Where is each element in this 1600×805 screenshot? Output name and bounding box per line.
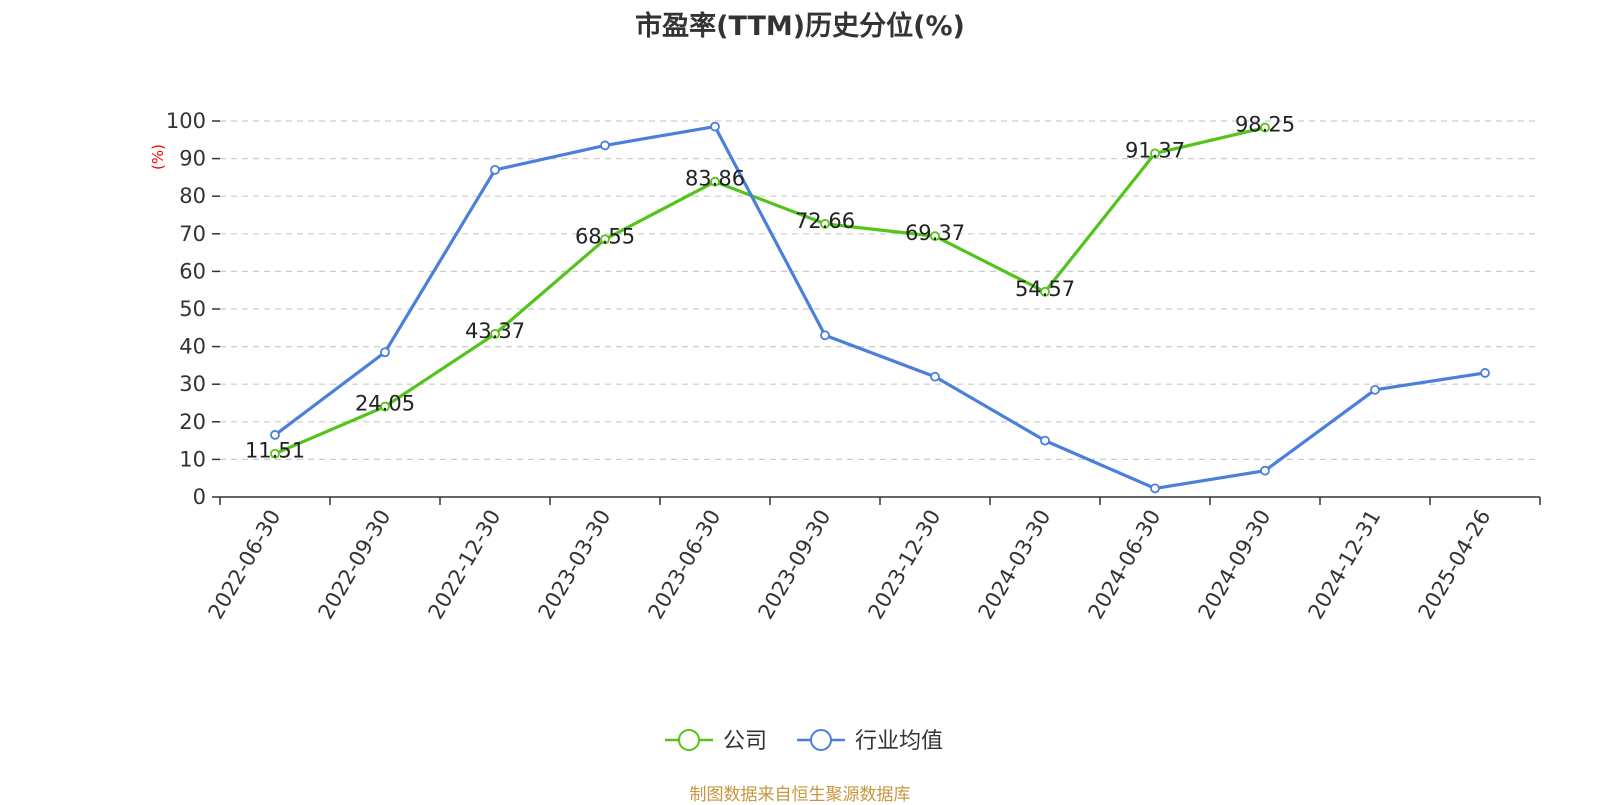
- data-label: 91.37: [1125, 138, 1185, 162]
- y-axis-label: (%): [149, 144, 167, 170]
- x-tick-label: 2023-12-30: [864, 506, 946, 624]
- x-tick-label: 2022-12-30: [424, 506, 506, 624]
- x-tick-label: 2024-03-30: [974, 506, 1056, 624]
- data-point: [820, 218, 830, 229]
- y-tick-label: 20: [179, 410, 206, 434]
- x-tick-label: 2022-09-30: [314, 506, 396, 624]
- data-point: [1370, 384, 1380, 395]
- grid-lines: [220, 120, 1540, 460]
- y-tick-label: 90: [179, 147, 206, 171]
- series-line-0: [274, 126, 1266, 456]
- legend-item-0: 公司: [665, 729, 767, 754]
- data-point: [1040, 435, 1050, 446]
- x-tick-label: 2024-09-30: [1194, 506, 1276, 624]
- series-line-1: [274, 125, 1486, 490]
- x-tick-label: 2023-09-30: [754, 506, 836, 624]
- data-label: 72.66: [795, 209, 855, 233]
- data-point: [710, 176, 720, 187]
- data-label: 54.57: [1015, 277, 1075, 301]
- x-axis: 2022-06-30 2022-09-30 2022-12-30 2023-03-30…: [204, 496, 1541, 624]
- data-label: 24.05: [355, 392, 415, 416]
- legend-marker: [810, 729, 832, 751]
- data-labels: 11.51 24.05 43.37 68.55 83.86 72.66 69.37 54.57…: [245, 113, 1295, 463]
- data-point: [380, 347, 390, 358]
- x-tick-label: 2023-06-30: [644, 506, 726, 624]
- data-label: 83.86: [685, 167, 745, 191]
- chart-title: 市盈率(TTM)历史分位(%): [635, 11, 965, 42]
- data-point: [930, 371, 940, 382]
- data-label: 11.51: [245, 439, 305, 463]
- data-label: 68.55: [575, 224, 635, 248]
- legend-label: 行业均值: [855, 729, 943, 754]
- data-point: [270, 430, 280, 440]
- y-tick-label: 60: [179, 259, 206, 283]
- x-tick-label: 2022-06-30: [204, 506, 286, 624]
- legend: 公司 行业均值: [665, 729, 943, 754]
- y-tick-label: 70: [179, 222, 206, 246]
- y-tick-label: 30: [179, 372, 206, 396]
- y-tick-label: 80: [179, 184, 206, 208]
- data-label: 98.25: [1235, 113, 1295, 137]
- data-point: [600, 140, 610, 151]
- x-tick-label: 2024-06-30: [1084, 506, 1166, 624]
- legend-label: 公司: [723, 729, 767, 754]
- y-axis-ticks: 0 10 20 30 40 50 60 70 80 90 100: [166, 109, 220, 509]
- data-point: [380, 401, 390, 412]
- data-point: [1040, 286, 1050, 297]
- data-point: [820, 330, 830, 341]
- data-point: [490, 329, 500, 339]
- y-tick-label: 10: [179, 447, 206, 471]
- data-point: [490, 164, 500, 175]
- data-point: [600, 234, 610, 245]
- data-point: [930, 231, 940, 242]
- series-layer: [270, 121, 1490, 494]
- x-tick-label: 2025-04-26: [1414, 506, 1496, 624]
- data-point: [1260, 122, 1270, 133]
- y-tick-label: 50: [179, 297, 206, 321]
- source-note: 制图数据来自恒生聚源数据库: [689, 785, 911, 805]
- data-point: [1150, 483, 1160, 494]
- data-point: [1150, 148, 1160, 159]
- data-point: [710, 121, 720, 132]
- y-tick-label: 40: [179, 335, 206, 359]
- data-point: [1480, 368, 1490, 378]
- legend-marker: [678, 729, 700, 751]
- x-tick-label: 2023-03-30: [534, 506, 616, 624]
- legend-item-1: 行业均值: [797, 729, 943, 754]
- y-tick-label: 100: [166, 109, 206, 133]
- data-label: 43.37: [465, 319, 525, 343]
- data-label: 69.37: [905, 221, 965, 245]
- x-tick-label: 2024-12-31: [1304, 506, 1386, 624]
- y-tick-label: 0: [193, 485, 206, 509]
- data-point: [1260, 465, 1270, 476]
- data-point: [270, 448, 280, 459]
